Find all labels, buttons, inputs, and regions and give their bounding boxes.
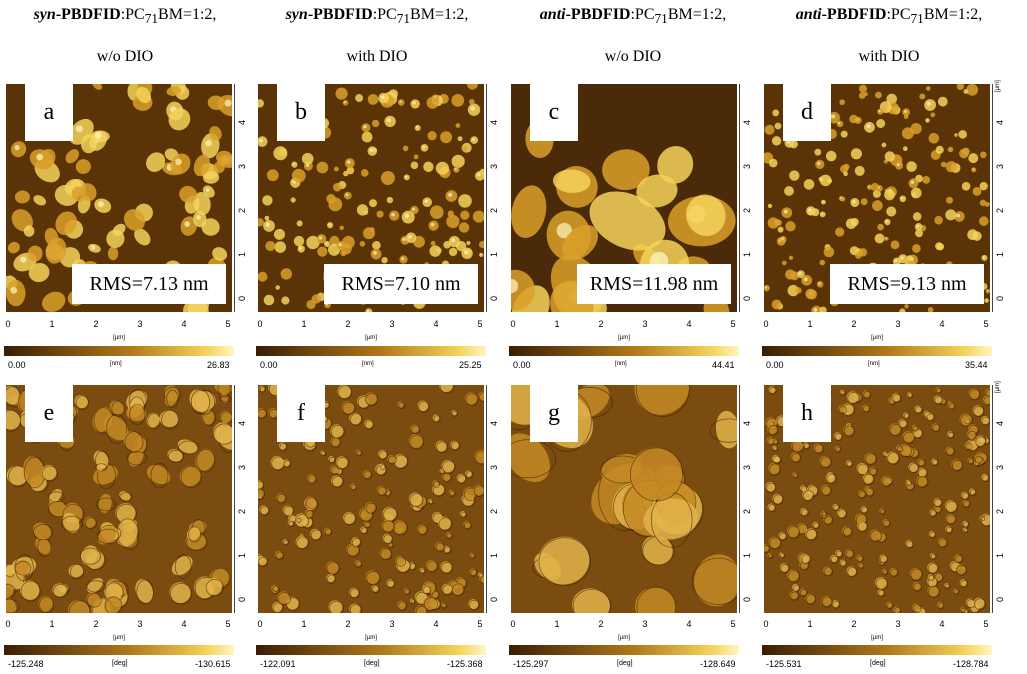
colorbar-min: -125.531 bbox=[766, 659, 802, 669]
colorbar-max: 35.44 bbox=[965, 360, 988, 370]
colorbar-unit: [nm] bbox=[868, 361, 880, 367]
colorbar-max: 25.25 bbox=[459, 360, 482, 370]
colorbar bbox=[509, 645, 739, 655]
rms-label: RMS=9.13 nm bbox=[830, 264, 984, 304]
rms-label: RMS=11.98 nm bbox=[577, 264, 731, 304]
header-condition: w/o DIO bbox=[604, 48, 662, 66]
panel-letter: b bbox=[277, 84, 325, 141]
x-axis: 0 1 2 3 4 5 [µm] bbox=[257, 619, 483, 641]
colorbar-unit: [deg] bbox=[364, 660, 380, 667]
header-col-2: syn-PBDFID:PC71BM=1:2, with DIO bbox=[252, 4, 502, 68]
panel-letter: h bbox=[783, 385, 831, 442]
colorbar-max: -128.649 bbox=[700, 659, 736, 669]
header-condition: with DIO bbox=[346, 48, 408, 66]
rms-label: RMS=7.10 nm bbox=[324, 264, 478, 304]
afm-phase-image-h: h bbox=[764, 385, 990, 613]
y-axis: 0 1 2 3 4 [µm] bbox=[992, 381, 1006, 613]
colorbar bbox=[4, 346, 234, 356]
afm-height-image-d: d RMS=9.13 nm bbox=[764, 84, 990, 312]
panel-letter: g bbox=[530, 385, 578, 442]
header-col-4: anti-PBDFID:PC71BM=1:2, with DIO bbox=[764, 4, 1014, 68]
panel-letter: a bbox=[25, 84, 73, 141]
colorbar-max: -128.784 bbox=[953, 659, 989, 669]
afm-texture bbox=[258, 385, 484, 613]
panel-letter: c bbox=[530, 84, 578, 141]
afm-height-image-c: c RMS=11.98 nm bbox=[511, 84, 737, 312]
header-condition: w/o DIO bbox=[96, 48, 154, 66]
colorbar-unit: [nm] bbox=[110, 361, 122, 367]
afm-phase-image-e: e bbox=[6, 385, 232, 613]
afm-height-image-a: a RMS=7.13 nm bbox=[6, 84, 232, 312]
colorbar bbox=[762, 645, 992, 655]
colorbar-unit: [deg] bbox=[112, 660, 128, 667]
colorbar-max: 26.83 bbox=[207, 360, 230, 370]
colorbar bbox=[509, 346, 739, 356]
afm-height-image-b: b RMS=7.10 nm bbox=[258, 84, 484, 312]
afm-phase-image-f: f bbox=[258, 385, 484, 613]
colorbar bbox=[256, 346, 486, 356]
colorbar bbox=[4, 645, 234, 655]
x-axis: 0 1 2 3 4 5 [µm] bbox=[763, 619, 989, 641]
rms-label: RMS=7.13 nm bbox=[72, 264, 226, 304]
colorbar-min: 0.00 bbox=[260, 360, 278, 370]
header-col-1: syn-PBDFID:PC71BM=1:2, w/o DIO bbox=[0, 4, 250, 68]
header-col-3: anti-PBDFID:PC71BM=1:2, w/o DIO bbox=[508, 4, 758, 68]
panel-letter: e bbox=[25, 385, 73, 442]
header-condition: with DIO bbox=[858, 48, 920, 66]
x-axis: 0 1 2 3 4 5 [µm] bbox=[5, 619, 231, 641]
colorbar-min: -122.091 bbox=[260, 659, 296, 669]
x-axis: 0 1 2 3 4 5 [µm] bbox=[257, 319, 483, 341]
colorbar bbox=[762, 346, 992, 356]
colorbar bbox=[256, 645, 486, 655]
colorbar-min: -125.297 bbox=[513, 659, 549, 669]
colorbar-max: 44.41 bbox=[712, 360, 735, 370]
colorbar-min: 0.00 bbox=[766, 360, 784, 370]
x-axis: 0 1 2 3 4 5 [µm] bbox=[763, 319, 989, 341]
colorbar-unit: [nm] bbox=[615, 361, 627, 367]
x-axis: 0 1 2 3 4 5 [µm] bbox=[510, 319, 736, 341]
afm-phase-image-g: g bbox=[511, 385, 737, 613]
header-prefix: syn bbox=[33, 6, 56, 23]
colorbar-min: -125.248 bbox=[8, 659, 44, 669]
header-prefix: syn bbox=[285, 6, 308, 23]
y-axis: 0 1 2 3 4 [µm] bbox=[992, 80, 1006, 312]
colorbar-min: 0.00 bbox=[513, 360, 531, 370]
header-prefix: anti bbox=[795, 6, 822, 23]
header-prefix: anti bbox=[539, 6, 566, 23]
colorbar-max: -130.615 bbox=[195, 659, 231, 669]
colorbar-min: 0.00 bbox=[8, 360, 26, 370]
colorbar-unit: [deg] bbox=[870, 660, 886, 667]
colorbar-max: -125.368 bbox=[447, 659, 483, 669]
afm-texture bbox=[511, 385, 737, 613]
x-axis: 0 1 2 3 4 5 [µm] bbox=[510, 619, 736, 641]
panel-letter: f bbox=[277, 385, 325, 442]
x-axis: 0 1 2 3 4 5 [µm] bbox=[5, 319, 231, 341]
colorbar-unit: [nm] bbox=[362, 361, 374, 367]
colorbar-unit: [deg] bbox=[617, 660, 633, 667]
panel-letter: d bbox=[783, 84, 831, 141]
